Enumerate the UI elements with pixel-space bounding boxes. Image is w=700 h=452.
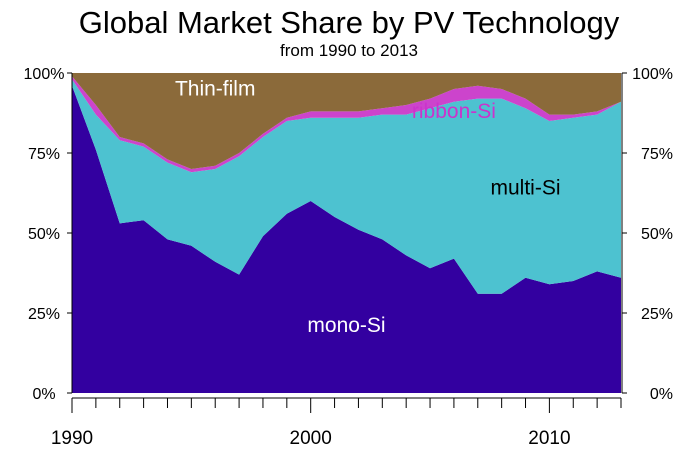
y-tick-label-left: 25%: [28, 306, 60, 323]
stacked-areas: [72, 73, 621, 394]
area-label-mono-si: mono-Si: [307, 314, 385, 337]
chart-subtitle: from 1990 to 2013: [280, 41, 418, 60]
series-area-multi-si: [72, 79, 621, 294]
y-tick-label-left: 50%: [28, 226, 60, 243]
x-tick-label: 1990: [51, 428, 93, 449]
ticks: 0% 0% 25% 25% 50% 50% 75% 75% 100% 100% 1990 2000 20…: [24, 66, 673, 449]
x-tick-label: 2000: [290, 428, 332, 449]
area-labels: mono-Si multi-Si ribbon-Si Thin-film: [175, 77, 561, 337]
area-label-multi-si: multi-Si: [491, 177, 561, 200]
y-tick-label-right: 25%: [641, 306, 673, 323]
y-tick-label-left: 100%: [24, 66, 65, 83]
y-tick-label-right: 0%: [650, 386, 673, 403]
area-label-ribbon-si: ribbon-Si: [412, 100, 496, 123]
series-area-mono-si: [72, 85, 621, 394]
area-label-thin-film: Thin-film: [175, 77, 256, 100]
y-tick-label-right: 75%: [641, 146, 673, 163]
y-tick-label-right: 50%: [641, 226, 673, 243]
y-tick-label-right: 100%: [632, 66, 673, 83]
y-tick-label-left: 0%: [32, 386, 55, 403]
chart-title: Global Market Share by PV Technology: [79, 5, 620, 40]
series-area-thin-film: [72, 73, 621, 169]
x-tick-label: 2010: [528, 428, 570, 449]
y-tick-label-left: 75%: [28, 146, 60, 163]
